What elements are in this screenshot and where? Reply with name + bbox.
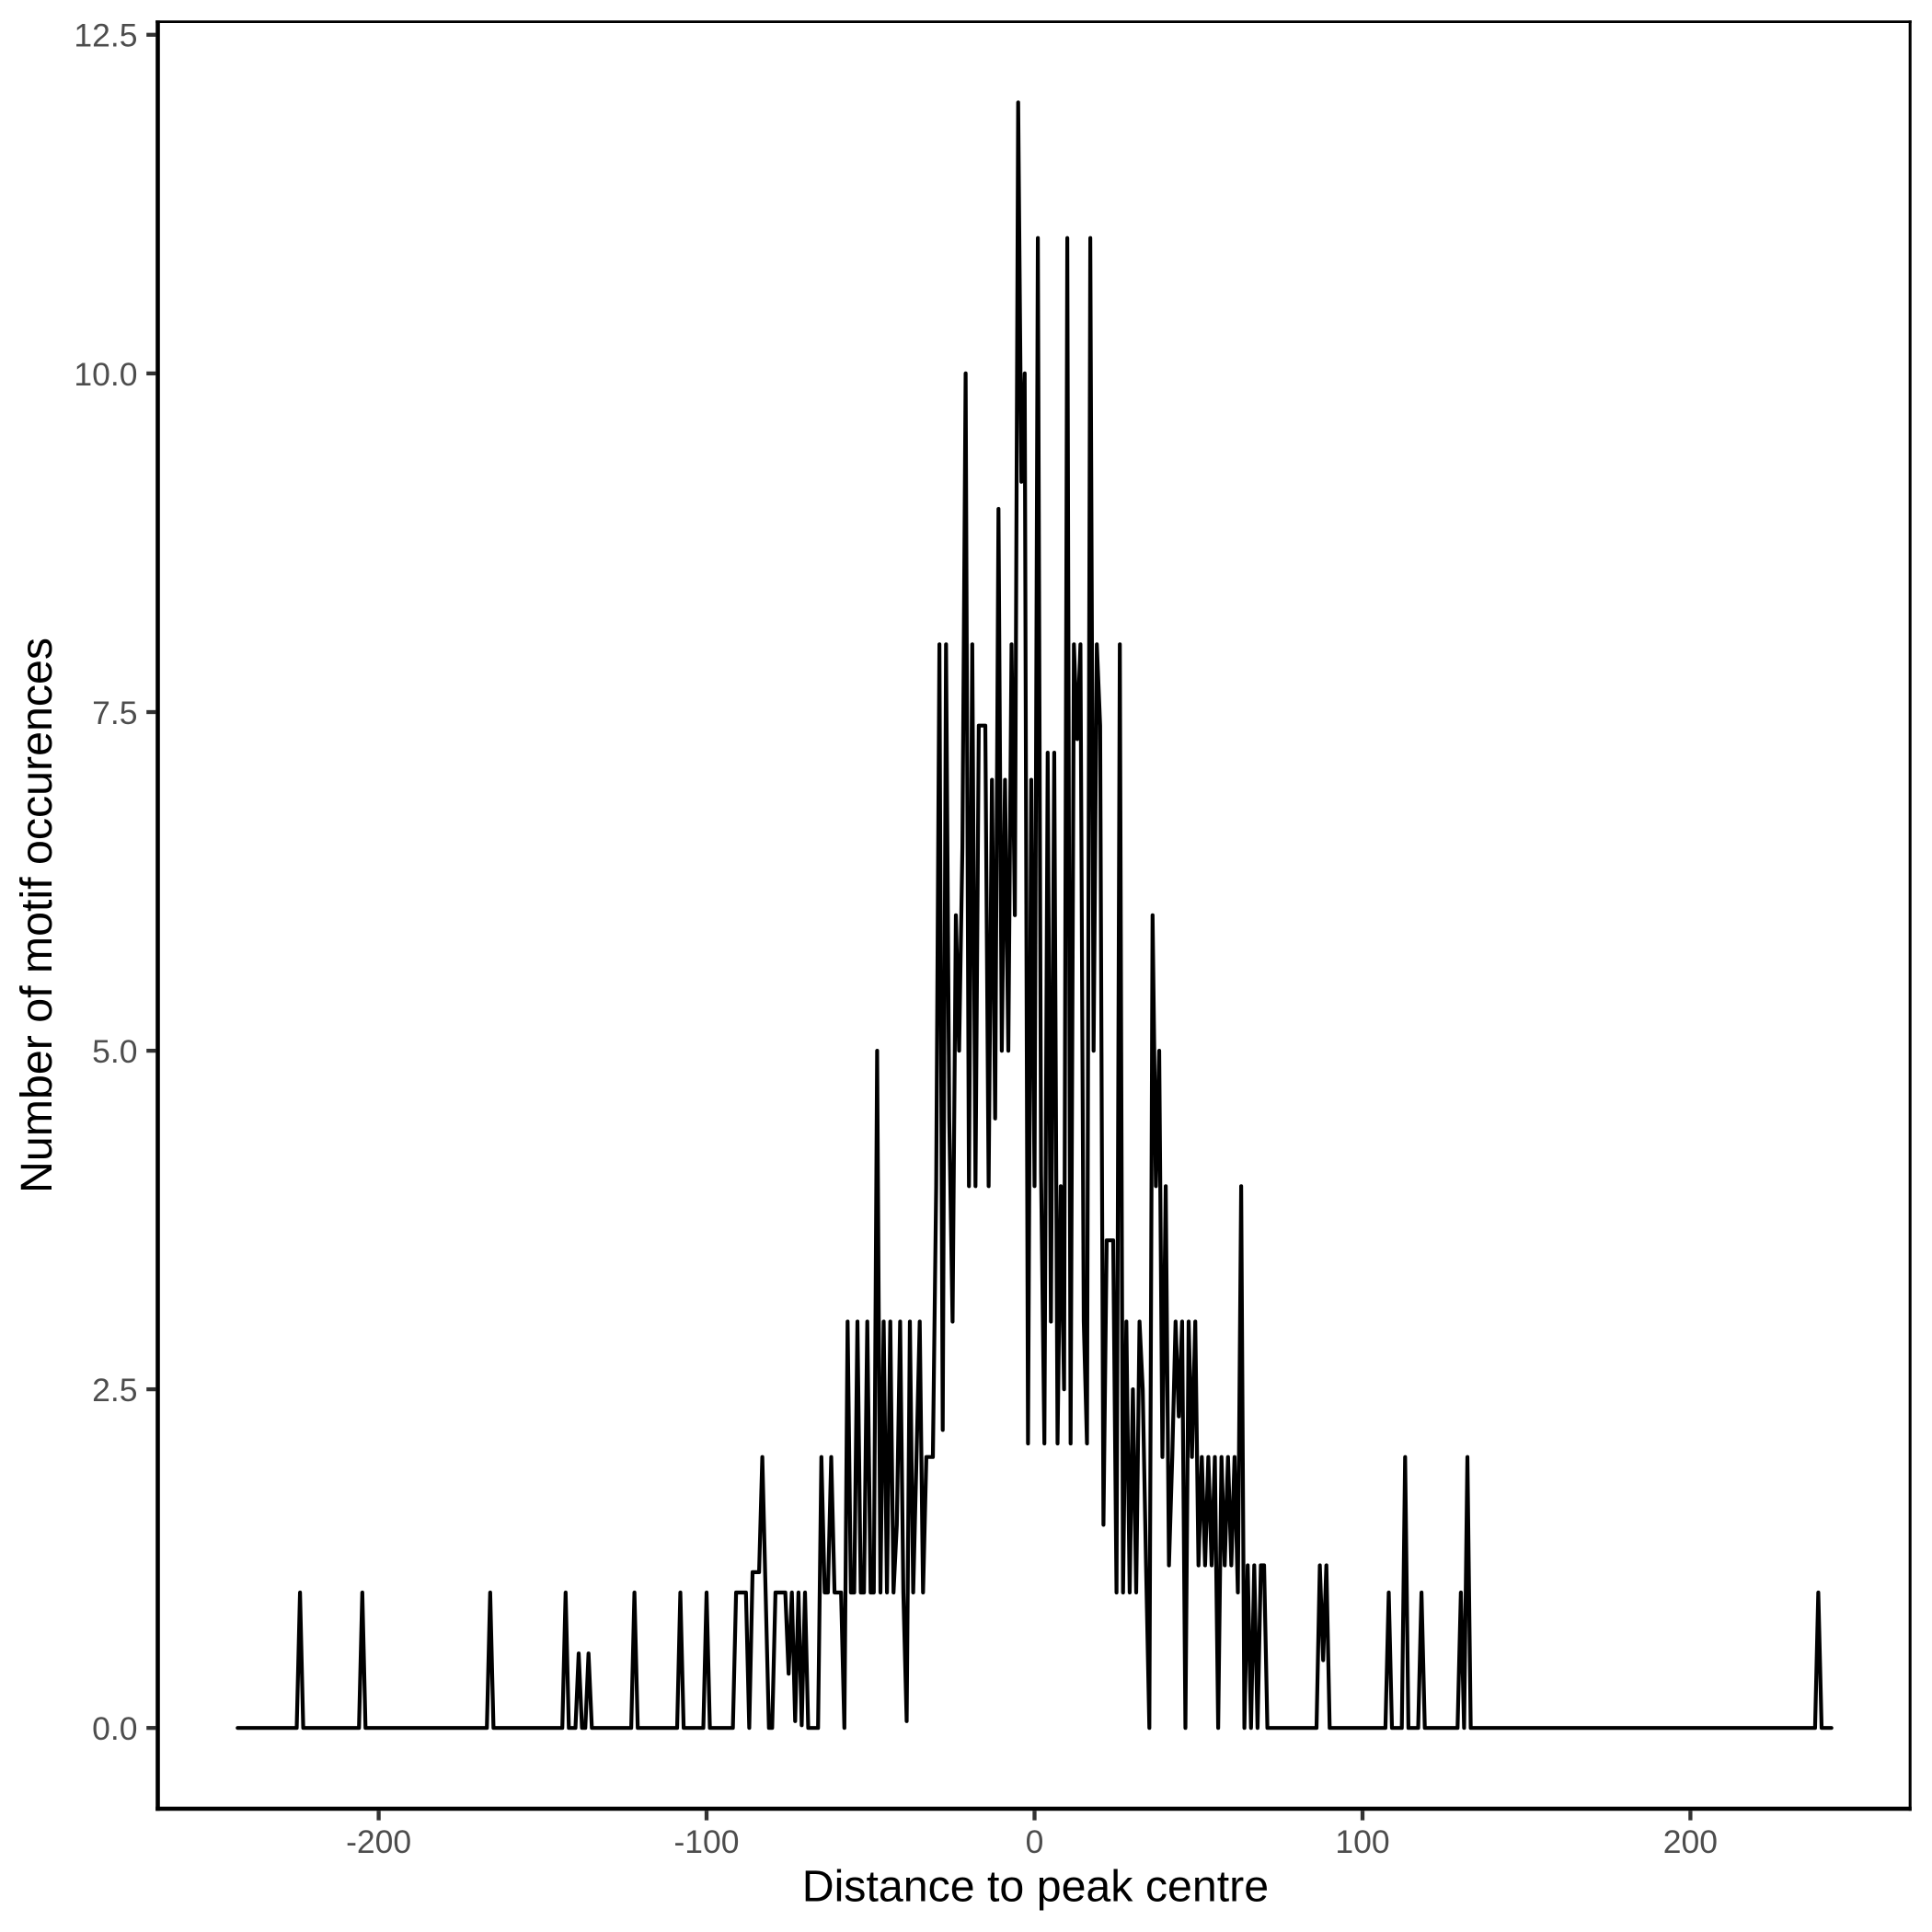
svg-text:100: 100: [1335, 1823, 1389, 1860]
svg-text:7.5: 7.5: [92, 695, 137, 731]
svg-text:Distance to peak centre: Distance to peak centre: [802, 1862, 1269, 1912]
svg-text:200: 200: [1663, 1823, 1718, 1860]
svg-text:Number of motif occurences: Number of motif occurences: [12, 638, 62, 1193]
svg-text:12.5: 12.5: [74, 17, 137, 54]
svg-text:-200: -200: [346, 1823, 411, 1860]
svg-text:0.0: 0.0: [92, 1710, 137, 1747]
svg-text:5.0: 5.0: [92, 1033, 137, 1070]
svg-text:0: 0: [1026, 1823, 1044, 1860]
svg-text:10.0: 10.0: [74, 356, 137, 393]
svg-text:-100: -100: [673, 1823, 739, 1860]
svg-text:2.5: 2.5: [92, 1372, 137, 1409]
